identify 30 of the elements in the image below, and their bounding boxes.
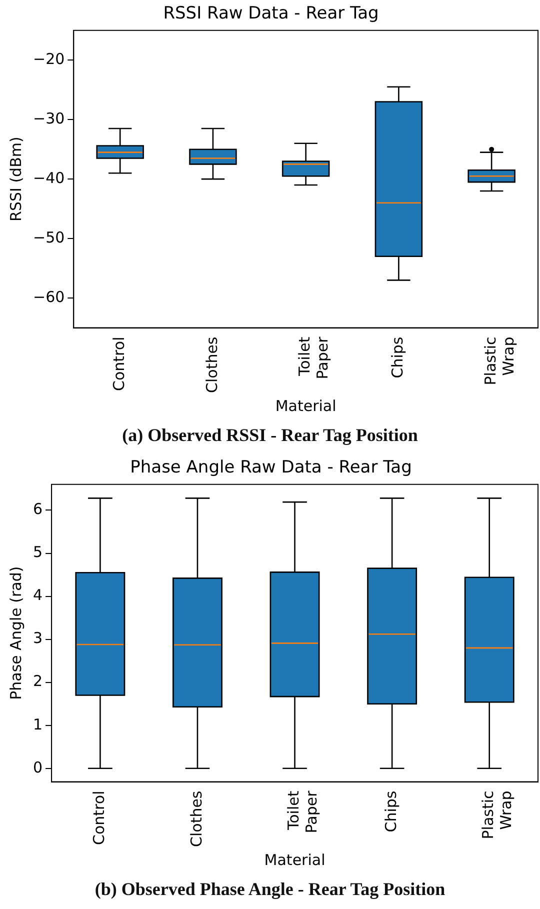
chart-title: Phase Angle Raw Data - Rear Tag [130, 458, 412, 478]
y-tick-label: −40 [33, 168, 65, 187]
x-tick-label: Toilet Paper [296, 336, 332, 380]
y-tick-label: −20 [33, 50, 65, 68]
x-tick-label: Chips [388, 336, 407, 378]
y-tick-label: −60 [33, 288, 65, 306]
x-axis-title: Material [264, 850, 326, 869]
x-tick-label: Chips [382, 790, 400, 832]
y-tick-label: 0 [32, 758, 43, 776]
x-axis-title: Material [275, 396, 336, 415]
x-tick-label: Plastic Wrap [479, 790, 516, 840]
x-tick-label: Toilet Paper [284, 790, 321, 834]
text: (a) Observed RSSI - Rear Tag Position [121, 424, 419, 447]
y-axis-title: RSSI (dBm) [6, 136, 25, 222]
text: (b) Observed Phase Angle - Rear Tag Position [94, 878, 446, 901]
y-tick-label: 3 [32, 629, 43, 648]
x-tick-label: Clothes [187, 790, 206, 847]
chart-title: RSSI Raw Data - Rear Tag [163, 4, 379, 24]
x-tick-label: Plastic Wrap [481, 336, 518, 386]
y-tick-label: −50 [33, 228, 65, 246]
x-tick-label: Control [110, 336, 128, 391]
y-axis-title: Phase Angle (rad) [6, 566, 25, 700]
y-tick-label: 6 [32, 500, 43, 518]
y-tick-label: 1 [32, 715, 43, 734]
y-tick-label: 5 [32, 543, 43, 562]
x-tick-label: Control [90, 790, 108, 845]
y-tick-label: −30 [33, 109, 65, 128]
y-tick-label: 2 [32, 672, 43, 690]
x-tick-label: Clothes [202, 336, 221, 393]
y-tick-label: 4 [32, 586, 43, 604]
